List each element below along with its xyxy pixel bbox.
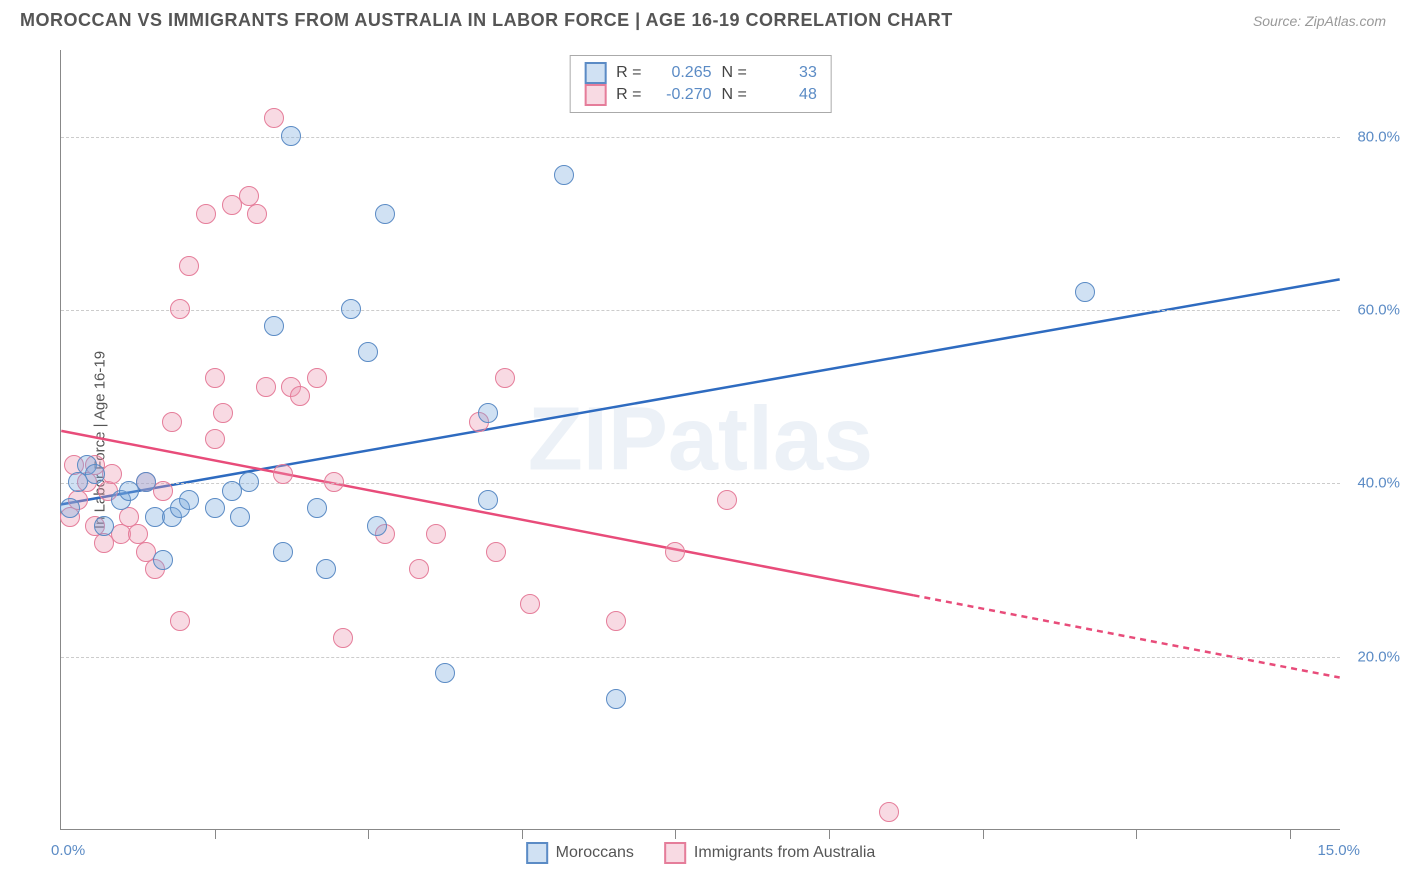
y-tick-label: 20.0%: [1357, 648, 1400, 665]
swatch-moroccans-icon: [526, 842, 548, 864]
scatter-point: [307, 368, 327, 388]
trend-line: [61, 279, 1339, 504]
stat-label-r: R =: [616, 64, 641, 82]
scatter-point: [213, 403, 233, 423]
legend-label-moroccans: Moroccans: [556, 844, 634, 862]
scatter-point: [333, 628, 353, 648]
swatch-australians-icon: [664, 842, 686, 864]
scatter-point: [606, 611, 626, 631]
scatter-point: [409, 559, 429, 579]
scatter-point: [520, 594, 540, 614]
scatter-point: [478, 490, 498, 510]
scatter-point: [273, 464, 293, 484]
scatter-point: [264, 108, 284, 128]
legend-item-moroccans: Moroccans: [526, 842, 634, 864]
scatter-point: [170, 299, 190, 319]
watermark: ZIPatlas: [528, 388, 873, 491]
scatter-point: [273, 542, 293, 562]
x-tick: [1290, 829, 1291, 839]
x-tick-left: 0.0%: [51, 842, 85, 859]
scatter-point: [375, 204, 395, 224]
stat-r-moroccans: 0.265: [652, 64, 712, 82]
swatch-moroccans: [584, 62, 606, 84]
x-tick: [522, 829, 523, 839]
scatter-point: [316, 559, 336, 579]
scatter-point: [554, 165, 574, 185]
stat-r-australians: -0.270: [652, 86, 712, 104]
scatter-point: [179, 490, 199, 510]
title-bar: MOROCCAN VS IMMIGRANTS FROM AUSTRALIA IN…: [20, 10, 1386, 31]
x-tick: [368, 829, 369, 839]
chart-title: MOROCCAN VS IMMIGRANTS FROM AUSTRALIA IN…: [20, 10, 953, 31]
y-tick-label: 60.0%: [1357, 302, 1400, 319]
bottom-legend: Moroccans Immigrants from Australia: [526, 842, 876, 864]
stat-n-moroccans: 33: [757, 64, 817, 82]
scatter-point: [205, 498, 225, 518]
legend-item-australians: Immigrants from Australia: [664, 842, 875, 864]
gridline-h: [61, 137, 1340, 138]
scatter-point: [290, 386, 310, 406]
scatter-point: [205, 368, 225, 388]
scatter-point: [665, 542, 685, 562]
scatter-point: [717, 490, 737, 510]
scatter-point: [879, 802, 899, 822]
plot-area: In Labor Force | Age 16-19 ZIPatlas R = …: [60, 50, 1340, 830]
stat-n-australians: 48: [757, 86, 817, 104]
y-axis-label: In Labor Force | Age 16-19: [92, 350, 109, 528]
scatter-point: [307, 498, 327, 518]
source-label: Source: ZipAtlas.com: [1253, 13, 1386, 29]
scatter-point: [486, 542, 506, 562]
scatter-point: [153, 481, 173, 501]
scatter-point: [179, 256, 199, 276]
scatter-point: [196, 204, 216, 224]
scatter-point: [170, 611, 190, 631]
scatter-point: [239, 472, 259, 492]
scatter-point: [1075, 282, 1095, 302]
scatter-point: [205, 429, 225, 449]
y-tick-label: 80.0%: [1357, 128, 1400, 145]
scatter-point: [478, 403, 498, 423]
y-tick-label: 40.0%: [1357, 475, 1400, 492]
scatter-point: [153, 550, 173, 570]
x-tick: [1136, 829, 1137, 839]
scatter-point: [367, 516, 387, 536]
scatter-point: [230, 507, 250, 527]
stats-legend: R = 0.265 N = 33 R = -0.270 N = 48: [569, 55, 832, 113]
stat-label-n: N =: [722, 64, 747, 82]
scatter-point: [324, 472, 344, 492]
gridline-h: [61, 657, 1340, 658]
scatter-point: [358, 342, 378, 362]
scatter-point: [162, 412, 182, 432]
scatter-point: [256, 377, 276, 397]
gridline-h: [61, 310, 1340, 311]
x-tick-right: 15.0%: [1317, 842, 1360, 859]
scatter-point: [264, 316, 284, 336]
x-tick: [675, 829, 676, 839]
scatter-point: [102, 464, 122, 484]
scatter-point: [435, 663, 455, 683]
scatter-point: [94, 516, 114, 536]
x-tick: [215, 829, 216, 839]
scatter-point: [281, 126, 301, 146]
stats-row-australians: R = -0.270 N = 48: [584, 84, 817, 106]
stat-label-n: N =: [722, 86, 747, 104]
stats-row-moroccans: R = 0.265 N = 33: [584, 62, 817, 84]
swatch-australians: [584, 84, 606, 106]
scatter-point: [341, 299, 361, 319]
trend-lines-svg: [61, 50, 1340, 829]
x-tick: [983, 829, 984, 839]
scatter-point: [60, 498, 80, 518]
legend-label-australians: Immigrants from Australia: [694, 844, 875, 862]
stat-label-r: R =: [616, 86, 641, 104]
scatter-point: [495, 368, 515, 388]
scatter-point: [606, 689, 626, 709]
scatter-point: [426, 524, 446, 544]
scatter-point: [247, 204, 267, 224]
chart-container: MOROCCAN VS IMMIGRANTS FROM AUSTRALIA IN…: [0, 0, 1406, 892]
trend-line: [914, 595, 1340, 677]
x-tick: [829, 829, 830, 839]
scatter-point: [136, 472, 156, 492]
scatter-point: [85, 464, 105, 484]
